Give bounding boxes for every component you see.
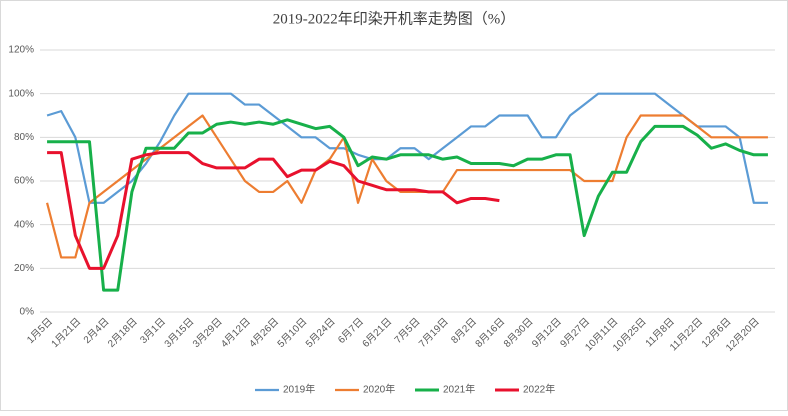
series-line [46, 114, 768, 259]
legend-label: 2021年 [443, 383, 475, 396]
y-tick-label: 100% [8, 88, 34, 99]
y-tick-label: 40% [14, 219, 34, 230]
y-tick-label: 20% [14, 263, 34, 274]
chart-title: 2019-2022年印染开机率走势图（%） [273, 10, 516, 27]
legend-label: 2020年 [363, 383, 395, 396]
legend-label: 2022年 [523, 383, 555, 396]
y-tick-label: 0% [20, 307, 35, 318]
series-line [47, 118, 768, 292]
y-tick-label: 80% [14, 132, 34, 143]
y-tick-label: 60% [14, 176, 34, 187]
legend-label: 2019年 [283, 383, 315, 396]
y-tick-label: 120% [8, 45, 34, 56]
series-line [47, 151, 500, 270]
series-line [46, 92, 768, 204]
